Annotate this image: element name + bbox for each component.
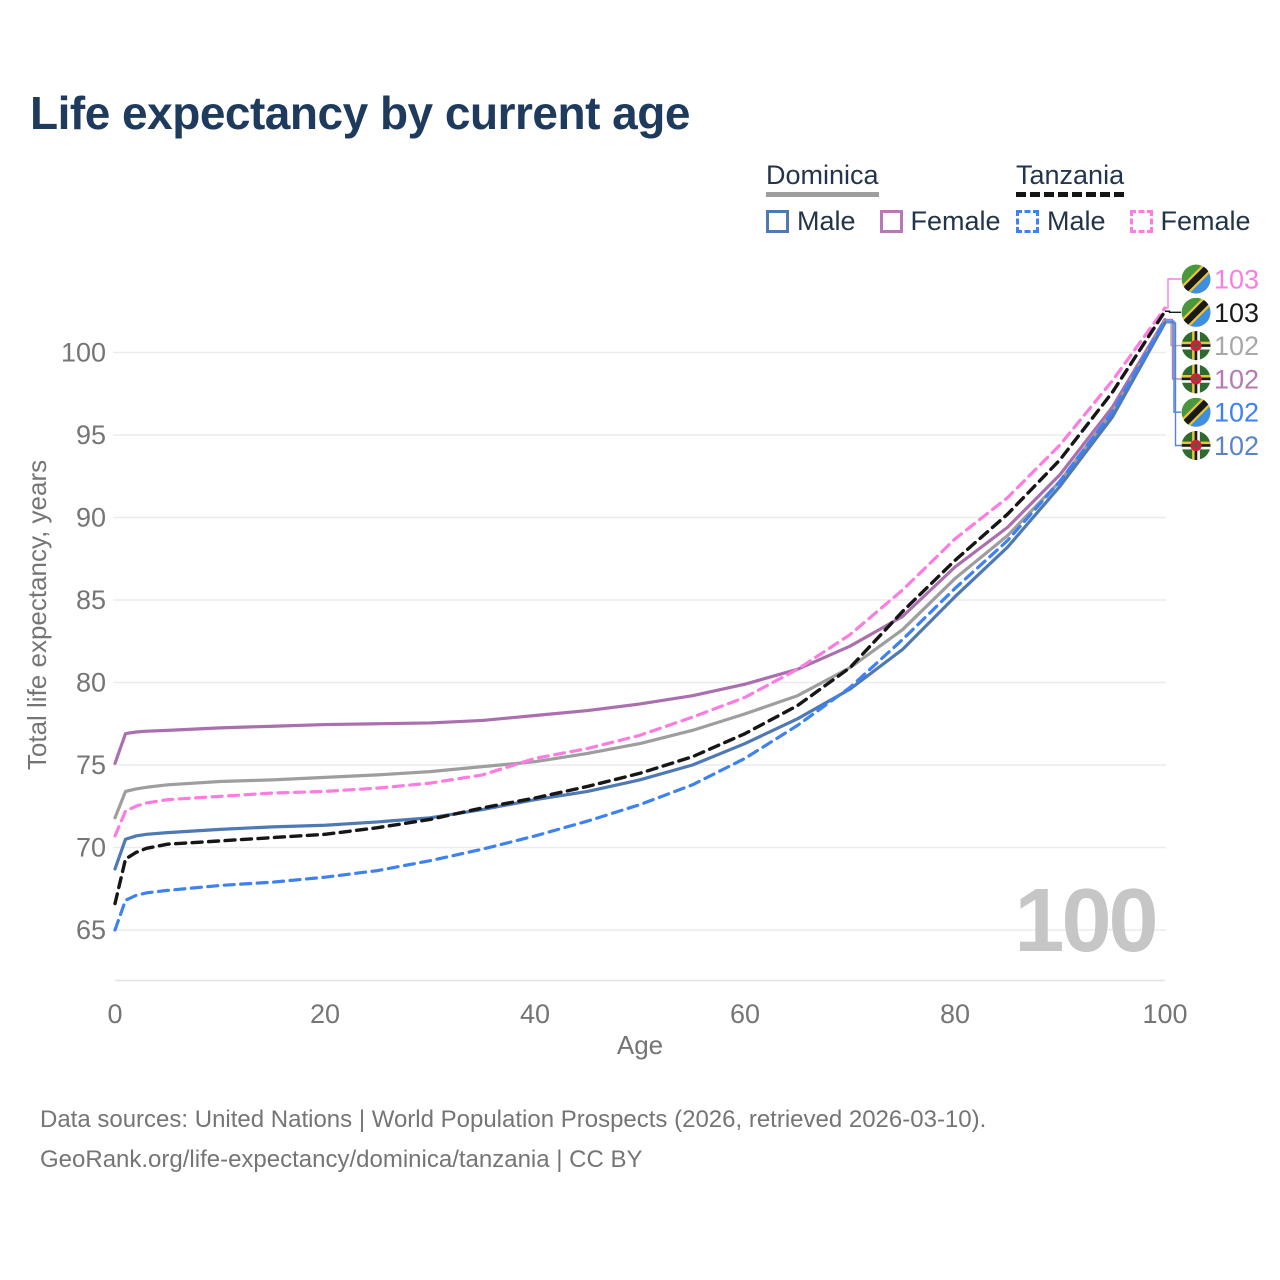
page-title: Life expectancy by current age — [30, 87, 690, 139]
y-tick-label-80: 80 — [76, 668, 106, 698]
y-tick-label-85: 85 — [76, 585, 106, 615]
end-value-label-tanzania-total: 103 — [1214, 298, 1259, 328]
x-tick-label-0: 0 — [107, 999, 122, 1029]
legend-item-label: Female — [1160, 206, 1251, 236]
legend-item-dominica-male[interactable]: Male — [766, 206, 856, 237]
dominica-flag-icon — [1181, 364, 1211, 394]
x-tick-label-40: 40 — [520, 999, 550, 1029]
footer-attribution: GeoRank.org/life-expectancy/dominica/tan… — [40, 1146, 643, 1173]
end-value-label-tanzania-male: 102 — [1214, 398, 1259, 428]
end-value-label-tanzania-female: 103 — [1214, 265, 1259, 295]
y-tick-label-75: 75 — [76, 750, 106, 780]
y-tick-label-65: 65 — [76, 915, 106, 945]
tanzania-flag-icon — [1181, 297, 1211, 327]
gridlines — [113, 351, 1166, 982]
end-value-label-dominica-total: 102 — [1214, 331, 1259, 361]
leader-line — [1165, 310, 1181, 313]
footer-data-sources: Data sources: United Nations | World Pop… — [40, 1106, 987, 1133]
end-value-label-dominica-male: 102 — [1214, 431, 1259, 461]
y-tick-label-90: 90 — [76, 503, 106, 533]
legend-swatch-icon — [1016, 210, 1039, 233]
dominica-flag-icon — [1181, 431, 1211, 460]
x-axis-title: Age — [617, 1030, 663, 1060]
legend-item-dominica-female[interactable]: Female — [879, 206, 1001, 237]
axes: 65 70 75 80 85 90 95 100 0 20 40 60 80 100 Age Total li… — [22, 338, 1188, 1061]
legend-item-label: Female — [910, 206, 1001, 236]
y-axis-title: Total life expectancy, years — [22, 460, 52, 770]
legend-group-tanzania: Tanzania Male Female — [1016, 160, 1251, 237]
y-tick-label-100: 100 — [61, 338, 106, 368]
x-tick-label-80: 80 — [940, 999, 970, 1029]
legend-swatch-icon — [879, 210, 903, 233]
leader-line — [1165, 278, 1181, 309]
legend-swatch-icon — [1129, 210, 1153, 233]
x-tick-label-60: 60 — [730, 999, 760, 1029]
y-tick-label-95: 95 — [76, 420, 106, 450]
legend-group-dominica: Dominica Male Female — [766, 160, 1001, 237]
series-line-tanzania-total[interactable] — [113, 309, 1167, 906]
dominica-flag-icon — [1181, 331, 1211, 361]
series-line-dominica-total[interactable] — [113, 319, 1167, 820]
tanzania-flag-icon — [1181, 264, 1211, 294]
series-line-dominica-female[interactable] — [113, 317, 1167, 765]
hover-age-value: 100 — [1014, 871, 1155, 971]
series-line-tanzania-female[interactable] — [113, 306, 1167, 838]
legend-item-tanzania-female[interactable]: Female — [1129, 206, 1251, 237]
end-value-label-dominica-female: 102 — [1214, 364, 1259, 394]
hover-age-watermark: 100 — [1014, 871, 1158, 971]
series-line-tanzania-male[interactable] — [113, 319, 1167, 932]
legend-item-tanzania-male[interactable]: Male — [1016, 206, 1106, 237]
tanzania-flag-icon — [1181, 397, 1211, 427]
series-line-dominica-male[interactable] — [113, 321, 1167, 871]
footer: Data sources: United Nations | World Pop… — [40, 1100, 986, 1180]
x-tick-label-20: 20 — [310, 999, 340, 1029]
series-lines — [113, 306, 1167, 932]
x-tick-label-100: 100 — [1142, 999, 1187, 1029]
leader-line — [1165, 318, 1181, 380]
legend-swatch-icon — [766, 210, 789, 233]
leader-line — [1165, 322, 1181, 447]
legend-item-label: Male — [797, 206, 856, 236]
legend-country-tanzania: Tanzania — [1016, 160, 1125, 197]
legend-item-label: Male — [1047, 206, 1106, 236]
leader-line — [1165, 320, 1181, 413]
y-tick-label-70: 70 — [76, 833, 106, 863]
legend-country-dominica: Dominica — [766, 160, 879, 197]
